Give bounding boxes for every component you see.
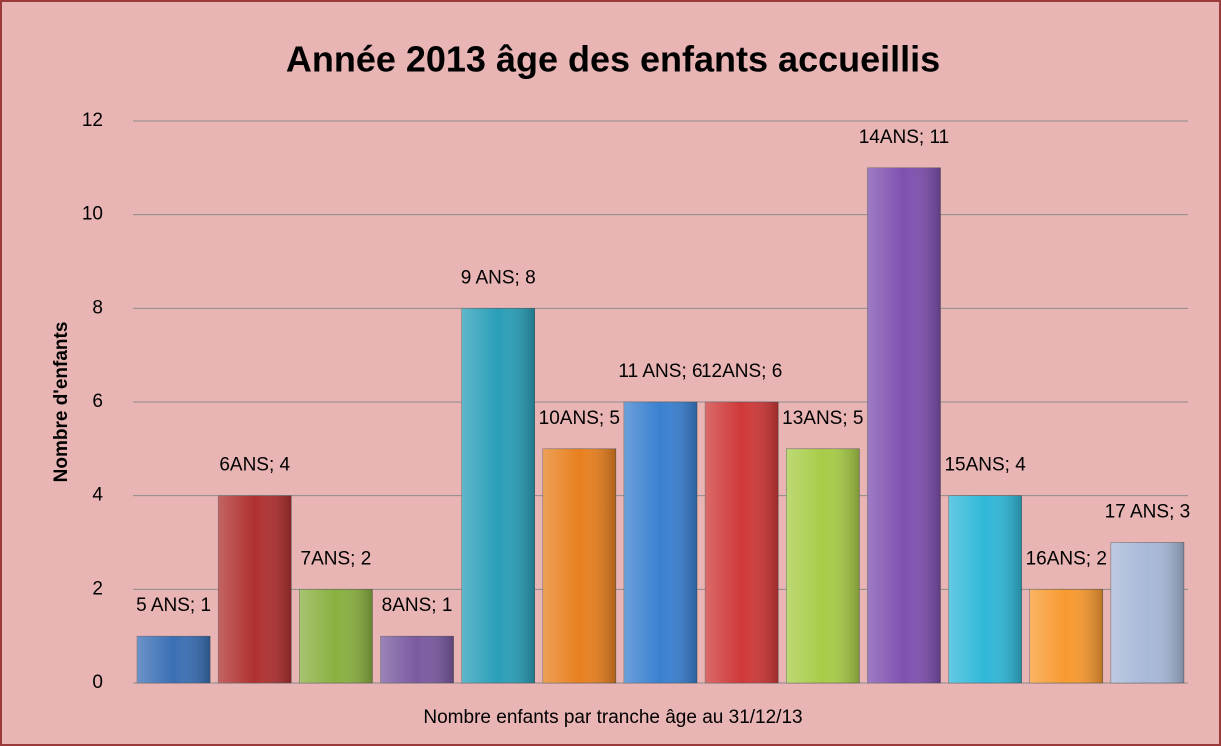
bar bbox=[948, 495, 1022, 684]
bar bbox=[461, 308, 535, 684]
y-tick-label: 0 bbox=[92, 672, 103, 693]
bar bbox=[623, 401, 698, 684]
data-label: 9 ANS; 8 bbox=[461, 267, 536, 288]
bar bbox=[786, 448, 860, 684]
bar bbox=[299, 589, 373, 684]
data-label: 6ANS; 4 bbox=[219, 455, 290, 476]
data-label: 15ANS; 4 bbox=[944, 455, 1026, 476]
data-label: 11 ANS; 6 bbox=[618, 361, 702, 382]
data-label: 17 ANS; 3 bbox=[1105, 502, 1191, 523]
data-label: 16ANS; 2 bbox=[1026, 548, 1107, 569]
data-label: 5 ANS; 1 bbox=[136, 595, 211, 616]
data-label: 12ANS; 6 bbox=[701, 361, 782, 382]
y-tick-label: 8 bbox=[92, 297, 103, 318]
y-axis-label: Nombre d'enfants bbox=[51, 322, 72, 483]
x-axis-label: Nombre enfants par tranche âge au 31/12/… bbox=[423, 707, 802, 728]
bar bbox=[867, 167, 941, 684]
y-tick-label: 2 bbox=[92, 578, 103, 599]
bar bbox=[704, 401, 779, 684]
bar bbox=[217, 495, 292, 684]
data-label: 10ANS; 5 bbox=[539, 408, 620, 429]
bar bbox=[380, 635, 454, 684]
data-label: 14ANS; 11 bbox=[859, 127, 949, 148]
data-label: 13ANS; 5 bbox=[782, 408, 863, 429]
chart-title: Année 2013 âge des enfants accueillis bbox=[286, 39, 940, 80]
bar bbox=[1110, 542, 1185, 684]
data-label: 7ANS; 2 bbox=[301, 548, 372, 569]
y-tick-label: 10 bbox=[82, 204, 103, 225]
bar bbox=[1029, 589, 1104, 684]
y-tick-label: 12 bbox=[82, 110, 103, 131]
bar bbox=[542, 448, 617, 684]
y-tick-label: 4 bbox=[92, 485, 103, 506]
data-label: 8ANS; 1 bbox=[382, 595, 453, 616]
y-tick-label: 6 bbox=[92, 391, 103, 412]
bar bbox=[136, 635, 211, 684]
